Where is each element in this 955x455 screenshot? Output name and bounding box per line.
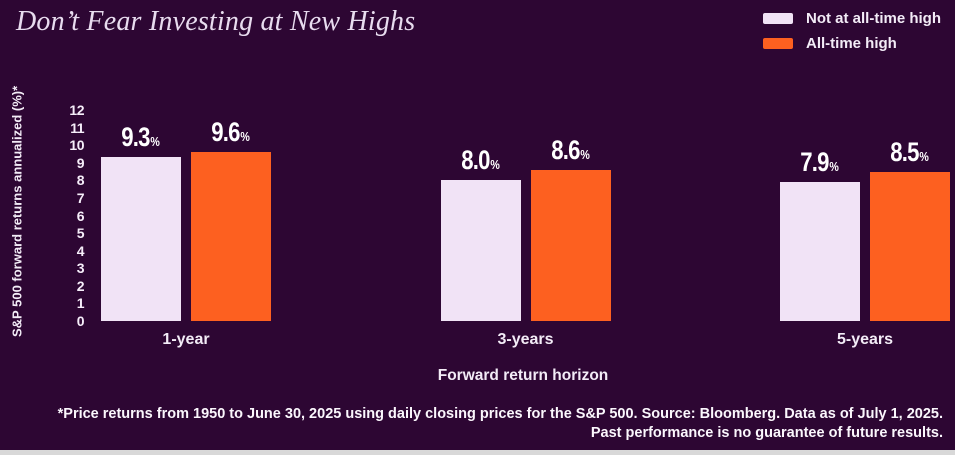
y-tick-6: 6 (76, 207, 85, 224)
y-tick-0: 0 (76, 313, 85, 329)
y-tick-4: 4 (76, 242, 85, 259)
footnote-line-2: Past performance is no guarantee of futu… (590, 425, 943, 442)
bar-value-label: 9.6% (211, 117, 251, 148)
percent-sign: % (240, 129, 251, 145)
legend-item-not-at-high: Not at all-time high (763, 10, 941, 27)
y-tick-1: 1 (76, 295, 85, 312)
bar-group-1-year: 9.3% 9.6% 1-year (101, 110, 271, 370)
y-axis-ticks: 0 1 2 3 4 5 6 7 8 9 10 11 12 (30, 103, 85, 328)
bar-all-time-high (870, 171, 950, 321)
y-axis-label: S&P 500 forward returns annualized (%)* (9, 85, 25, 337)
category-label: 1-year (162, 331, 210, 348)
bar-cell: 7.9% (780, 110, 860, 321)
y-tick-3: 3 (76, 260, 85, 277)
legend-swatch-all-time-high-icon (763, 38, 793, 49)
bar-not-at-all-time-high (101, 157, 181, 321)
category-label: 3-years (497, 331, 554, 348)
category-label: 5-years (836, 331, 894, 348)
y-tick-8: 8 (76, 172, 85, 189)
legend-swatch-not-at-high-icon (763, 13, 793, 24)
bar-not-at-all-time-high (440, 180, 521, 321)
bar-value-label: 8.0% (461, 145, 500, 176)
y-tick-10: 10 (69, 137, 84, 154)
bar-value-label: 9.3% (121, 122, 161, 153)
bar-cell: 9.6% (191, 110, 271, 321)
legend-label: Not at all-time high (806, 10, 941, 27)
percent-sign: % (580, 146, 590, 162)
y-tick-7: 7 (76, 189, 85, 206)
plot-area: 9.3% 9.6% 1-year 8.0% 8.6% 3-years 7.9% 8.5% 5-y… (96, 110, 950, 370)
bar-pair: 9.3% 9.6% (101, 110, 271, 321)
bar-group-3-years: 8.0% 8.6% 3-years (440, 110, 611, 370)
bar-not-at-all-time-high (780, 182, 860, 321)
percent-sign: % (490, 157, 500, 173)
bar-pair: 8.0% 8.6% (440, 110, 611, 321)
x-axis-label: Forward return horizon (437, 367, 609, 384)
bar-cell: 8.6% (530, 110, 611, 321)
y-tick-11: 11 (70, 119, 84, 136)
bar-all-time-high (191, 152, 271, 321)
bar-value-label: 8.5% (890, 136, 930, 167)
legend: Not at all-time high All-time high (763, 10, 941, 60)
y-tick-2: 2 (76, 277, 85, 294)
bar-value-label: 7.9% (800, 147, 840, 178)
bar-cell: 8.0% (440, 110, 521, 321)
y-tick-5: 5 (76, 225, 85, 242)
y-tick-9: 9 (76, 154, 85, 171)
percent-sign: % (150, 134, 161, 150)
percent-sign: % (829, 159, 840, 175)
bar-pair: 7.9% 8.5% (780, 110, 950, 321)
legend-label: All-time high (806, 35, 897, 52)
bar-value-label: 8.6% (551, 134, 590, 165)
chart-title: Don’t Fear Investing at New Highs (16, 6, 416, 37)
footnote-line-1: *Price returns from 1950 to June 30, 202… (57, 405, 943, 422)
bar-cell: 8.5% (870, 110, 950, 321)
legend-item-all-time-high: All-time high (763, 35, 941, 52)
bar-cell: 9.3% (101, 110, 181, 321)
percent-sign: % (919, 148, 930, 164)
y-tick-12: 12 (69, 102, 84, 118)
bar-group-5-years: 7.9% 8.5% 5-years (780, 110, 950, 370)
bottom-edge-strip (0, 450, 955, 455)
bar-all-time-high (530, 169, 611, 321)
footnote: *Price returns from 1950 to June 30, 202… (12, 405, 943, 444)
